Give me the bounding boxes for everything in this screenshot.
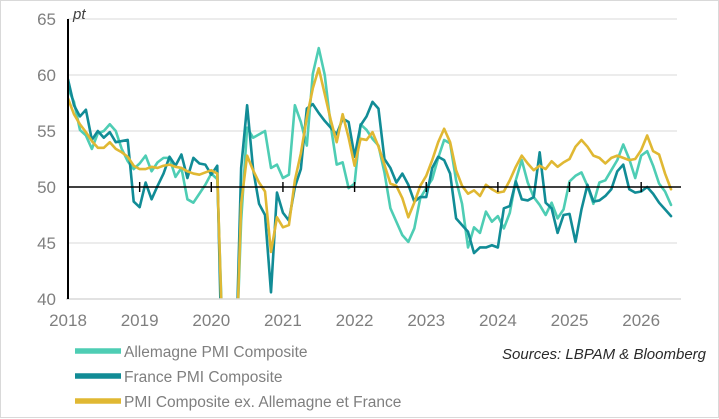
x-axis-tick-label-2019: 2019 xyxy=(121,311,159,330)
plot-lines-group xyxy=(68,46,673,299)
x-axis-tick-label-2025: 2025 xyxy=(551,311,589,330)
sources-annotation: Sources: LBPAM & Bloomberg xyxy=(502,346,707,363)
legend: Allemagne PMI Composite France PMI Compos… xyxy=(75,344,401,411)
x-axis-tick-label-2024: 2024 xyxy=(479,311,517,330)
axis-group xyxy=(66,19,681,300)
y-axis-labels-group: 65 60 55 50 45 40 xyxy=(37,10,56,309)
y-axis-tick-label-50: 50 xyxy=(37,178,56,197)
legend-label-2: PMI Composite ex. Allemagne et France xyxy=(124,394,401,411)
x-axis-tick-label-2022: 2022 xyxy=(336,311,374,330)
y-axis-tick-label-55: 55 xyxy=(37,122,56,141)
x-axis-tick-label-2023: 2023 xyxy=(407,311,445,330)
series-line-germany xyxy=(68,46,673,299)
gridlines-group xyxy=(68,18,677,300)
x-axis-tick-label-2020: 2020 xyxy=(192,311,230,330)
x-axis-tick-label-2026: 2026 xyxy=(622,311,660,330)
y-axis-tick-label-45: 45 xyxy=(37,234,56,253)
x-axis-tick-label-2018: 2018 xyxy=(49,311,87,330)
legend-label-0: Allemagne PMI Composite xyxy=(124,344,308,361)
legend-label-1: France PMI Composite xyxy=(124,369,283,386)
series-line-ex_germany_france xyxy=(68,66,673,299)
series-line-france xyxy=(68,78,673,299)
y-axis-tick-label-40: 40 xyxy=(37,290,56,309)
y-axis-tick-label-65: 65 xyxy=(37,10,56,29)
y-axis-unit-label: pt xyxy=(72,6,86,23)
x-axis-labels-group: 2018 2019 2020 2021 2022 2023 2024 2025 2026 xyxy=(49,311,660,330)
y-axis-tick-label-60: 60 xyxy=(37,66,56,85)
x-axis-tick-label-2021: 2021 xyxy=(264,311,302,330)
